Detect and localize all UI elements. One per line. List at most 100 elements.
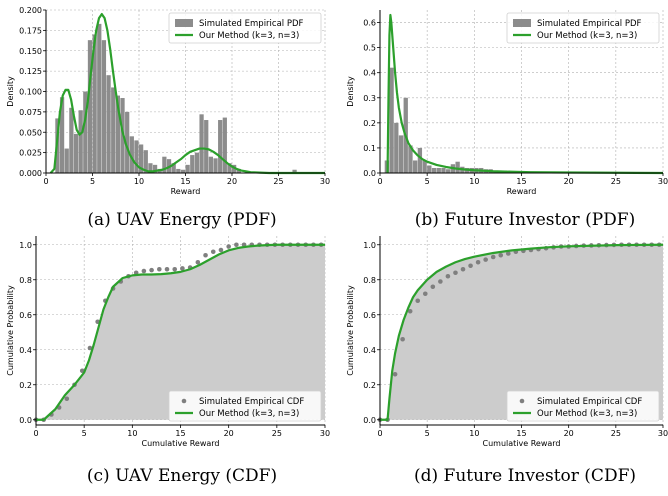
fitted-curve-line bbox=[36, 243, 325, 421]
empirical-cdf-point bbox=[430, 284, 436, 290]
empirical-cdf-point bbox=[180, 266, 185, 271]
legend-label: Our Method (k=3, n=3) bbox=[199, 31, 299, 41]
x-tick-label: 5 bbox=[82, 429, 87, 438]
empirical-cdf-point bbox=[475, 259, 481, 265]
histogram-bar bbox=[92, 34, 97, 174]
histogram-bar bbox=[59, 97, 65, 173]
x-tick-label: 25 bbox=[272, 429, 282, 438]
x-tick-label: 25 bbox=[273, 177, 283, 186]
legend-swatch-point bbox=[519, 398, 525, 404]
histogram-bar bbox=[398, 135, 404, 173]
legend-swatch-point bbox=[181, 398, 187, 404]
y-axis-label: Density bbox=[346, 76, 355, 107]
legend-box bbox=[168, 12, 322, 44]
y-tick-label: 0.000 bbox=[19, 169, 42, 178]
histogram-bar bbox=[73, 133, 79, 173]
empirical-cdf-point bbox=[195, 259, 201, 265]
empirical-cdf-point bbox=[460, 266, 466, 272]
histogram-bar bbox=[213, 158, 218, 173]
empirical-cdf-point bbox=[149, 267, 154, 273]
chart-0: 0 5 10 15 20 25 30 0.000 0.025 0.050 0.075 0.100 0.1… bbox=[6, 6, 330, 196]
empirical-cdf-point bbox=[407, 308, 413, 314]
empirical-cdf-point bbox=[498, 252, 504, 258]
y-axis-label: Cumulative Probability bbox=[346, 285, 355, 376]
histogram-bar bbox=[148, 163, 153, 173]
empirical-cdf-point bbox=[438, 279, 443, 284]
y-tick-label: 0.5 bbox=[363, 44, 376, 53]
x-tick-label: 0 bbox=[377, 429, 382, 438]
y-tick-label: 0.0 bbox=[19, 416, 32, 425]
histogram-bar bbox=[180, 169, 186, 173]
legend-label: Simulated Empirical CDF bbox=[199, 397, 304, 407]
x-tick-label: 15 bbox=[180, 177, 190, 186]
y-tick-label: 0.8 bbox=[19, 276, 32, 285]
empirical-cdf-point bbox=[226, 244, 231, 249]
legend-box bbox=[506, 390, 660, 422]
empirical-cdf-point bbox=[141, 268, 147, 274]
histogram-bar bbox=[97, 23, 102, 174]
histogram-bar bbox=[190, 155, 195, 173]
y-tick-label: 0.050 bbox=[19, 128, 42, 137]
x-tick-label: 10 bbox=[469, 177, 479, 186]
legend: Simulated Empirical CDF Our Method (k=3, … bbox=[506, 390, 660, 422]
histogram-bar bbox=[218, 120, 223, 173]
chart-3: 0 5 10 15 20 25 30 0.0 0.2 0.4 0.6 0.8 1.0 Cumulative… bbox=[346, 236, 668, 448]
x-tick-label: 10 bbox=[469, 429, 479, 438]
histogram-bar bbox=[101, 40, 107, 173]
empirical-cdf-point bbox=[218, 247, 224, 253]
histogram-bar bbox=[413, 160, 418, 173]
x-axis-label: Cumulative Reward bbox=[142, 439, 220, 448]
histogram-bar bbox=[162, 156, 167, 173]
empirical-cdf-point bbox=[422, 291, 428, 297]
histogram-bar bbox=[64, 148, 69, 173]
y-tick-label: 0.4 bbox=[19, 346, 32, 355]
fitted-curve-line bbox=[49, 12, 325, 175]
histogram-bar bbox=[69, 107, 74, 173]
legend-swatch-bar bbox=[175, 19, 193, 27]
x-tick-label: 25 bbox=[611, 429, 621, 438]
y-tick-label: 0.075 bbox=[19, 108, 42, 117]
x-tick-label: 0 bbox=[33, 429, 38, 438]
histogram-bar bbox=[232, 164, 237, 173]
empirical-cdf-point bbox=[203, 252, 208, 258]
legend-label: Our Method (k=3, n=3) bbox=[199, 409, 299, 419]
y-tick-label: 0.125 bbox=[19, 67, 42, 76]
histogram-bar bbox=[208, 156, 213, 173]
y-tick-label: 0.8 bbox=[363, 276, 376, 285]
y-tick-label: 0.6 bbox=[363, 311, 376, 320]
y-tick-label: 0.6 bbox=[19, 311, 32, 320]
x-tick-label: 30 bbox=[320, 177, 330, 186]
legend: Simulated Empirical PDF Our Method (k=3, … bbox=[168, 12, 322, 44]
histogram-bar bbox=[441, 167, 446, 173]
empirical-cdf-point bbox=[87, 345, 93, 351]
histogram-bar bbox=[222, 117, 227, 173]
caption-a: (a) UAV Energy (PDF) bbox=[87, 210, 277, 230]
histogram-bar bbox=[125, 111, 130, 173]
histogram-bar bbox=[446, 169, 451, 173]
y-tick-label: 0.0 bbox=[363, 416, 376, 425]
empirical-cdf-point bbox=[392, 371, 398, 377]
histogram-bar bbox=[106, 75, 111, 173]
chart-1: 0 5 10 15 20 25 30 0.0 0.1 0.2 0.3 0.4 0.5 0.6 Reward D… bbox=[346, 10, 668, 196]
empirical-cdf-point bbox=[400, 336, 405, 342]
histogram-bar bbox=[171, 163, 176, 173]
histogram-bar bbox=[185, 164, 190, 173]
legend-label: Our Method (k=3, n=3) bbox=[537, 31, 637, 41]
empirical-cdf-point bbox=[445, 273, 451, 279]
histogram-bar bbox=[431, 167, 437, 173]
histogram-bar bbox=[436, 167, 441, 173]
y-tick-label: 0.100 bbox=[19, 88, 42, 97]
empirical-cdf-point bbox=[468, 263, 473, 269]
histogram-bar bbox=[199, 114, 204, 173]
histogram-bar bbox=[227, 163, 232, 173]
x-axis-label: Reward bbox=[507, 187, 537, 196]
x-tick-label: 20 bbox=[564, 429, 574, 438]
x-axis-label: Reward bbox=[171, 187, 201, 196]
x-tick-label: 5 bbox=[425, 429, 430, 438]
histogram-bar bbox=[204, 120, 209, 173]
histogram-bar bbox=[408, 145, 413, 173]
y-tick-label: 0.6 bbox=[363, 19, 376, 28]
legend-label: Our Method (k=3, n=3) bbox=[537, 409, 637, 419]
empirical-cdf-point bbox=[210, 249, 216, 255]
